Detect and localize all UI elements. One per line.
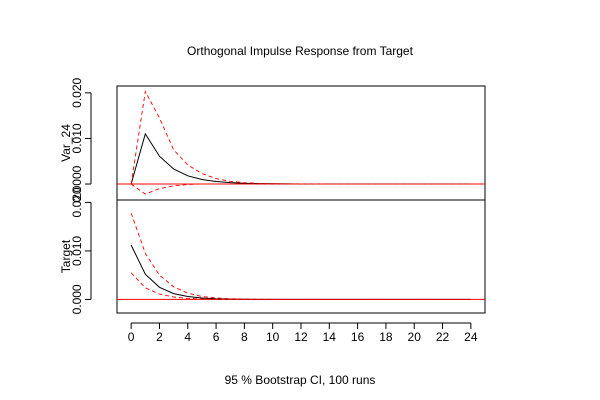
y-tick-label: 0.020 bbox=[70, 78, 84, 108]
x-tick-label: 2 bbox=[156, 330, 163, 344]
x-tick-label: 16 bbox=[351, 330, 365, 344]
x-axis: 0 2 4 6 8 10 12 14 16 18 20 22 24 bbox=[128, 322, 478, 344]
x-tick-label: 8 bbox=[241, 330, 248, 344]
x-tick-label: 0 bbox=[128, 330, 135, 344]
panels-group: 0.0000 0.010 0.020 Var_24 0.000 0.010 0.020 Tar… bbox=[59, 78, 486, 314]
y-tick-label: 0.020 bbox=[70, 187, 84, 217]
series-ci-lower-line bbox=[130, 183, 471, 195]
series-response-line bbox=[130, 244, 471, 300]
y-tick-label: 0.000 bbox=[70, 284, 84, 314]
chart-title: Orthogonal Impulse Response from Target bbox=[187, 44, 414, 58]
x-tick-label: 18 bbox=[379, 330, 393, 344]
series-ci-upper-line bbox=[130, 212, 471, 300]
y-tick-label: 0.010 bbox=[70, 123, 84, 153]
x-tick-label: 14 bbox=[323, 330, 337, 344]
panel-1: 0.000 0.010 0.020 Target bbox=[59, 187, 486, 314]
y-tick-label: 0.010 bbox=[70, 236, 84, 266]
panel-ylabel: Target bbox=[59, 239, 73, 273]
series-ci-upper-line bbox=[130, 90, 471, 185]
x-tick-label: 6 bbox=[213, 330, 220, 344]
panel-frame bbox=[116, 199, 486, 314]
x-tick-label: 12 bbox=[294, 330, 308, 344]
panel-ylabel: Var_24 bbox=[59, 124, 73, 162]
y-tick-label: 0.0000 bbox=[70, 165, 84, 202]
x-tick-label: 4 bbox=[184, 330, 191, 344]
series-ci-lower-line bbox=[130, 272, 471, 300]
x-tick-label: 10 bbox=[266, 330, 280, 344]
panel-frame bbox=[116, 85, 486, 201]
panel-0: 0.0000 0.010 0.020 Var_24 bbox=[59, 78, 486, 202]
x-tick-label: 24 bbox=[464, 330, 478, 344]
x-axis-label: 95 % Bootstrap CI, 100 runs bbox=[225, 373, 376, 387]
x-tick-label: 22 bbox=[436, 330, 450, 344]
x-tick-label: 20 bbox=[408, 330, 422, 344]
